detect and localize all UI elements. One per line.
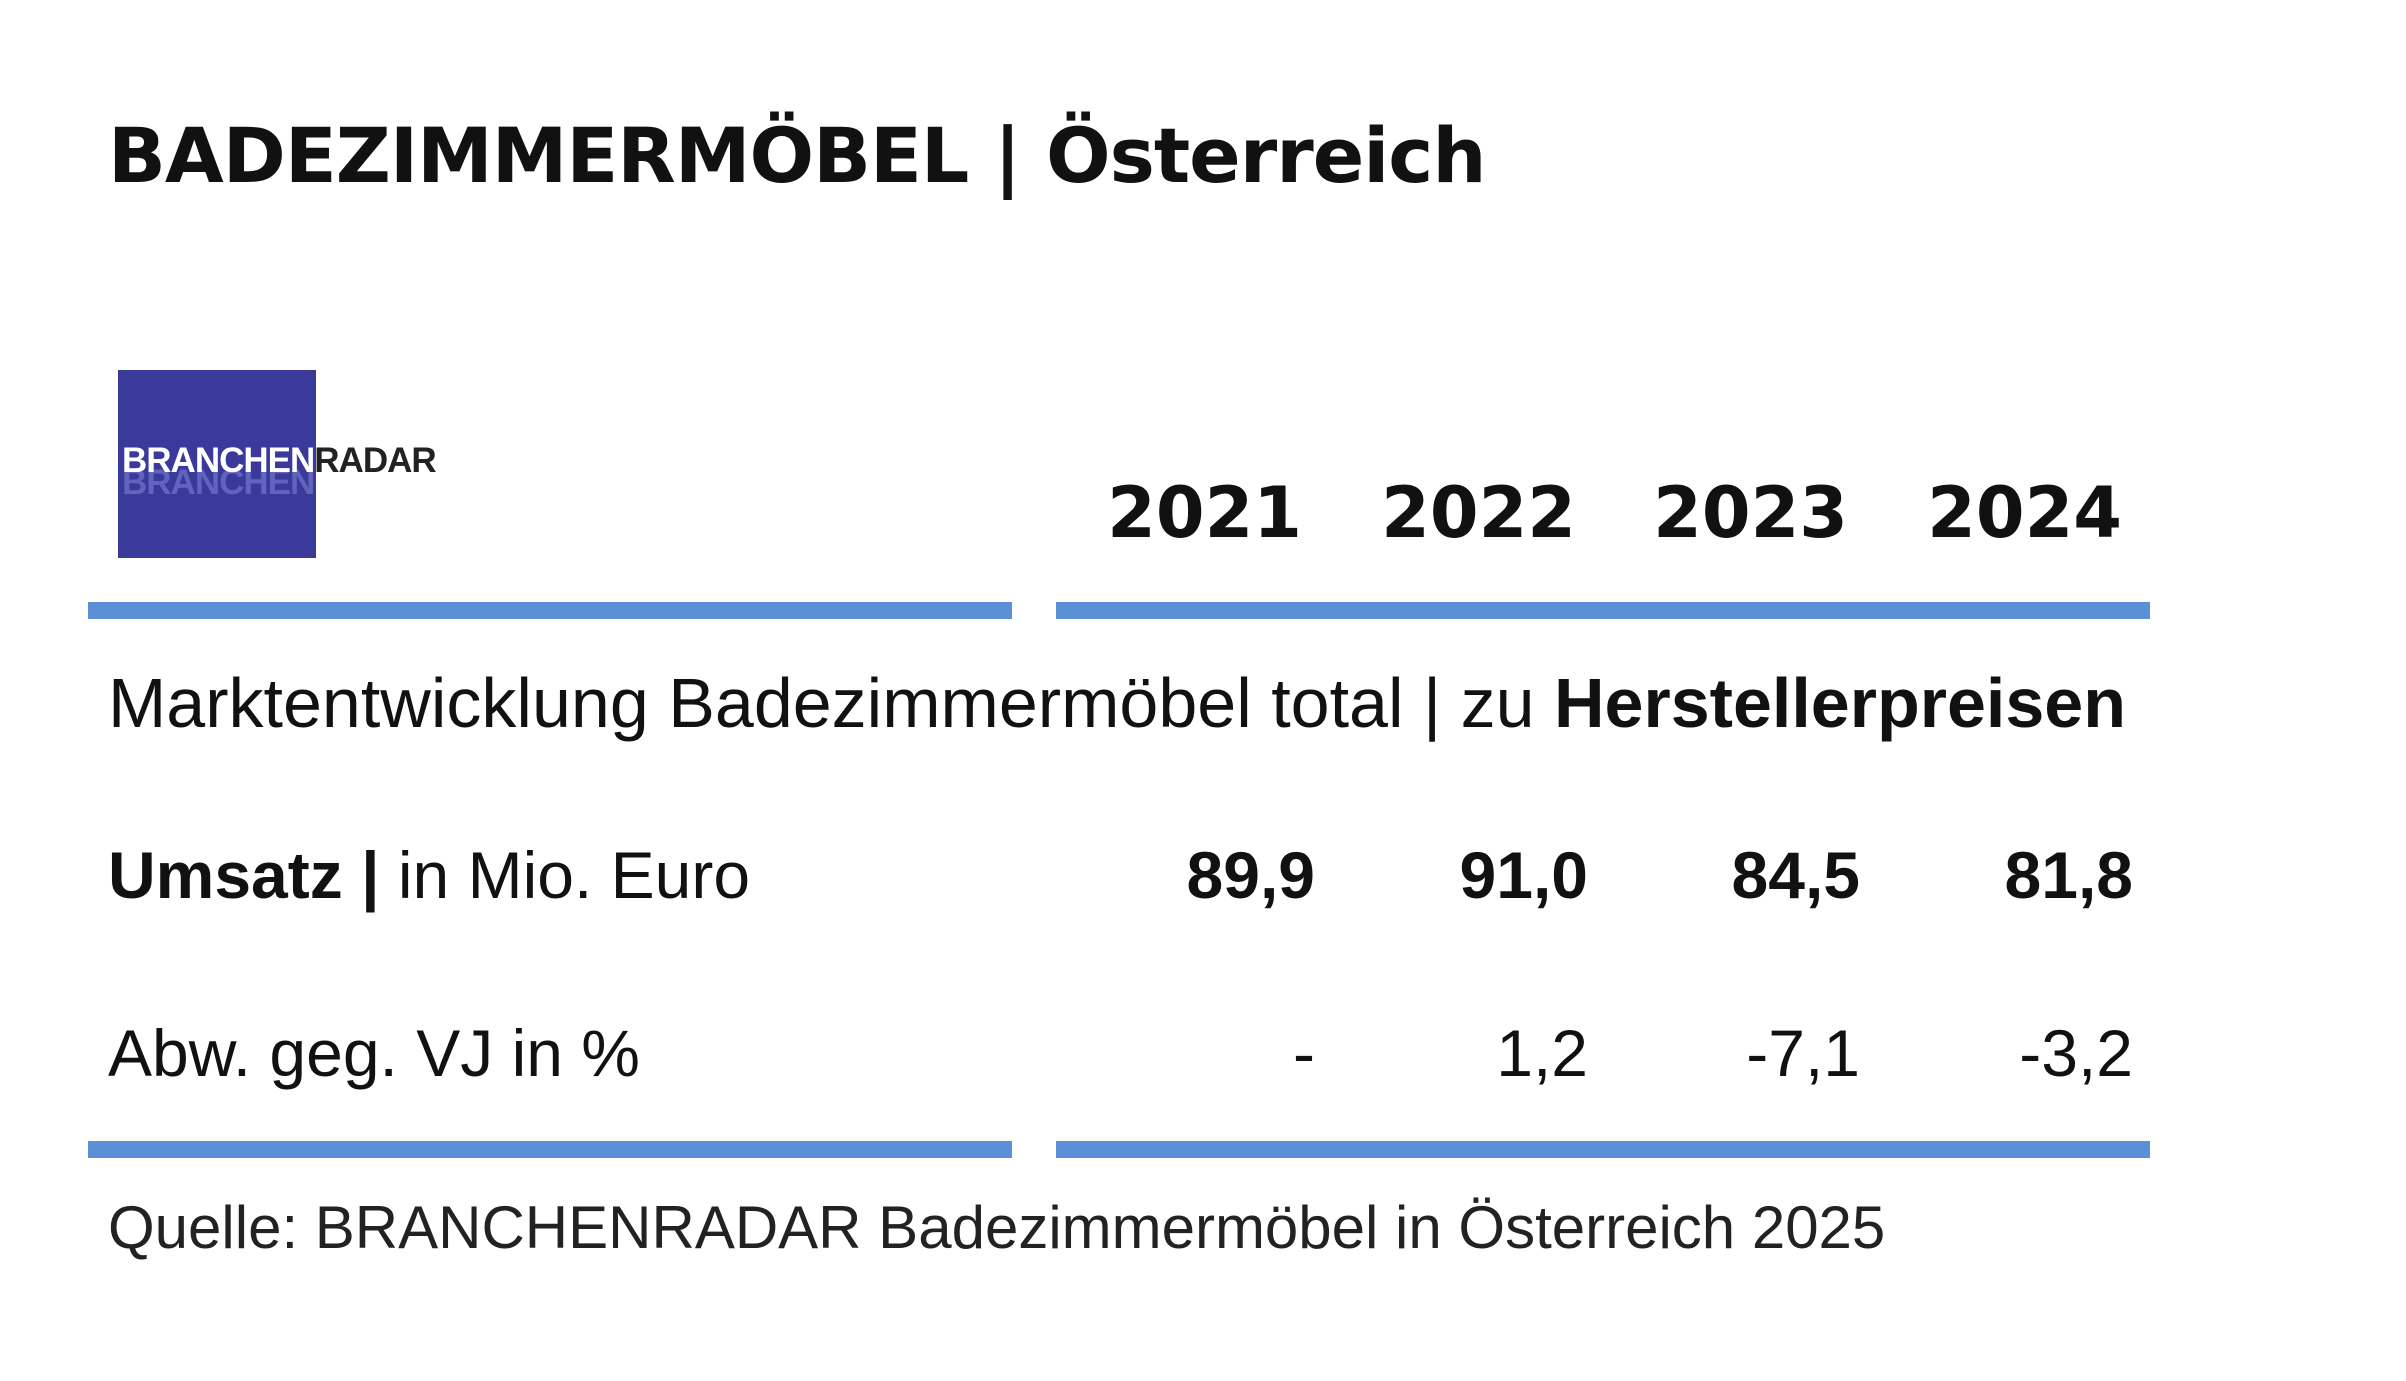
column-header-2024: 2024: [1927, 472, 2122, 554]
header-rule-right: [1056, 602, 2150, 619]
brand-logo-shadow: BRANCHEN: [122, 463, 315, 502]
row-label-umsatz: Umsatz | in Mio. Euro: [108, 842, 750, 908]
brand-logo: [118, 370, 316, 558]
row-label-umsatz-unit: in Mio. Euro: [379, 838, 751, 912]
cell-umsatz-2024: 81,8: [2004, 838, 2133, 912]
cell-umsatz-2021: 89,9: [1186, 838, 1315, 912]
cell-umsatz-2023: 84,5: [1731, 838, 1860, 912]
column-header-2022: 2022: [1381, 472, 1576, 554]
row-label-umsatz-bold: Umsatz |: [108, 838, 380, 912]
cell-abweichung-2021: -: [1293, 1016, 1315, 1090]
cell-abweichung-2022: 1,2: [1496, 1016, 1588, 1090]
column-header-2023: 2023: [1653, 472, 1848, 554]
cell-umsatz-2022: 91,0: [1459, 838, 1588, 912]
page-title: BADEZIMMERMÖBEL | Österreich: [108, 111, 1486, 200]
row-label-abweichung: Abw. geg. VJ in %: [108, 1020, 640, 1086]
footer-rule-left: [88, 1141, 1012, 1158]
header-rule-left: [88, 602, 1012, 619]
table-subtitle: Marktentwicklung Badezimmermöbel total |…: [108, 668, 2126, 738]
footer-rule-right: [1056, 1141, 2150, 1158]
brand-logo-text: BRANCHENRADAR: [122, 441, 437, 480]
brand-logo-part2: RADAR: [314, 441, 436, 480]
column-header-2021: 2021: [1107, 472, 1302, 554]
row-label-abweichung-text: Abw. geg. VJ in %: [108, 1016, 640, 1090]
brand-logo-part1: BRANCHEN: [122, 441, 315, 480]
cell-abweichung-2024: -3,2: [2019, 1016, 2133, 1090]
source-note: Quelle: BRANCHENRADAR Badezimmermöbel in…: [108, 1194, 1886, 1261]
cell-abweichung-2023: -7,1: [1746, 1016, 1860, 1090]
subtitle-plain: Marktentwicklung Badezimmermöbel total |…: [108, 664, 1554, 742]
subtitle-bold: Herstellerpreisen: [1553, 664, 2126, 742]
